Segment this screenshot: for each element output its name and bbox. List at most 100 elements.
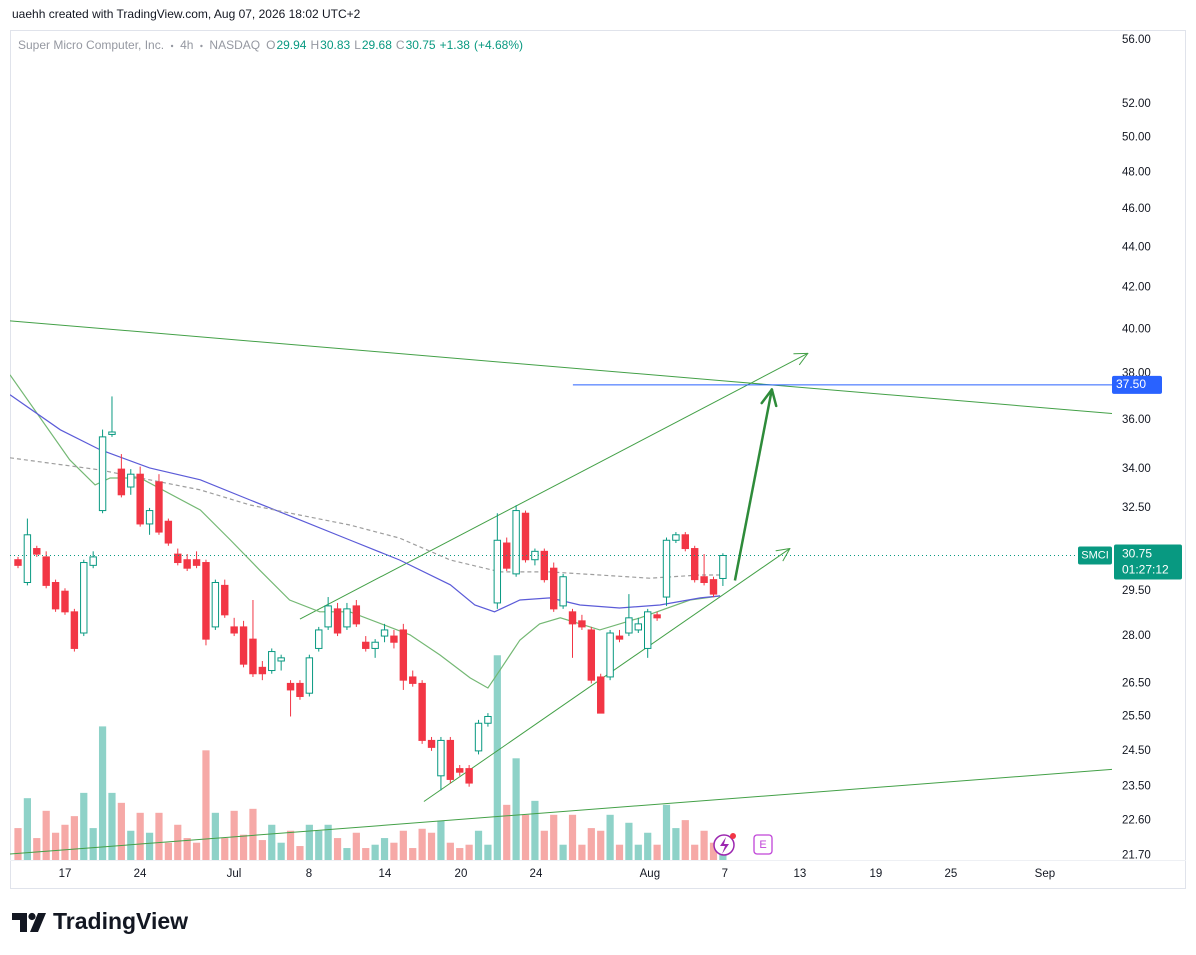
volume-bar	[221, 838, 229, 860]
volume-bar	[474, 830, 483, 860]
candle-body	[634, 623, 643, 631]
y-tick-label: 50.00	[1122, 132, 1151, 144]
price-label: 37.50	[1116, 377, 1146, 391]
volume-bar	[230, 810, 238, 860]
volume-bar	[662, 804, 671, 860]
volume-bar	[550, 814, 558, 860]
candle-body	[145, 510, 154, 525]
candle-body	[315, 629, 323, 649]
y-tick-label: 21.70	[1122, 849, 1151, 861]
candle-body	[249, 638, 257, 675]
volume-bar	[258, 840, 266, 860]
arrow-head	[775, 548, 791, 552]
symbol-label-box	[1078, 546, 1112, 565]
candle-body	[399, 629, 408, 681]
volume-bar	[80, 792, 88, 860]
candle-body	[268, 651, 276, 672]
credit: uaehh created with TradingView.com, Aug …	[12, 7, 361, 21]
moving-average	[10, 457, 721, 579]
volume-bar	[493, 655, 501, 860]
volume-bar	[352, 832, 360, 860]
candle-body	[258, 666, 267, 675]
trend-line	[10, 320, 1112, 415]
candle-body	[719, 555, 727, 579]
candle-body	[653, 614, 661, 619]
x-tick-label: 7	[722, 868, 728, 880]
volume-bar	[183, 838, 191, 860]
volume-bar	[371, 844, 379, 860]
x-tick-label: 24	[134, 868, 147, 880]
candle-body	[352, 605, 361, 625]
legend-text: (+4.68%)	[474, 38, 523, 52]
candle-body	[709, 579, 718, 595]
candle-body	[362, 641, 370, 649]
candle-body	[286, 682, 295, 691]
ai-icon-dot	[730, 833, 736, 839]
y-tick-label: 24.50	[1122, 745, 1151, 757]
candle-body	[221, 584, 229, 616]
volume-bar	[98, 726, 107, 860]
volume-bar	[192, 842, 201, 860]
volume-bar	[239, 834, 248, 860]
volume-bar	[155, 812, 163, 860]
x-tick-label: 25	[945, 868, 958, 880]
y-tick-label: 36.00	[1122, 414, 1151, 426]
volume-bar	[343, 848, 351, 860]
y-tick-label: 40.00	[1122, 323, 1151, 335]
volume-bar	[559, 844, 567, 860]
candle-body	[597, 676, 605, 714]
y-tick-label: 44.00	[1122, 241, 1151, 253]
volume-bar	[174, 824, 182, 860]
trend-line	[10, 768, 1112, 855]
legend-text: 29.68	[362, 38, 392, 52]
candle-body	[550, 567, 558, 610]
last-price-box	[1114, 544, 1182, 580]
volume-bar	[286, 830, 295, 860]
candle-body	[108, 431, 116, 435]
x-tick-label: 20	[455, 868, 468, 880]
candle-body	[80, 562, 88, 634]
volume-bar	[164, 842, 172, 860]
volume-bar	[615, 844, 624, 860]
candle-body	[33, 548, 41, 555]
y-tick-label: 48.00	[1122, 167, 1151, 179]
volume-bar	[691, 844, 699, 860]
candle-body	[427, 739, 436, 748]
x-tick-label: 8	[306, 868, 312, 880]
volume-bar	[587, 828, 595, 860]
candle-body	[587, 629, 596, 681]
candle-body	[202, 562, 210, 640]
volume-bar	[211, 812, 219, 860]
volume-bar	[456, 848, 464, 860]
candle-body	[418, 682, 426, 741]
volume-bar	[446, 842, 454, 860]
candle-body	[305, 657, 314, 694]
volume-bar	[202, 750, 210, 860]
volume-bar	[540, 830, 548, 860]
y-tick-label: 56.00	[1122, 34, 1151, 46]
volume-bar	[89, 828, 97, 860]
legend-text: O	[266, 38, 275, 52]
candle-body	[380, 629, 389, 637]
volume-bar	[521, 814, 530, 860]
x-tick-label: 17	[59, 868, 72, 880]
candle-body	[690, 548, 699, 581]
symbol-label: SMCI	[1081, 549, 1109, 561]
candle-body	[578, 620, 586, 628]
candle-body	[672, 534, 680, 541]
volume-bar	[578, 844, 586, 860]
candle-body	[681, 534, 689, 550]
y-tick-label: 26.50	[1122, 677, 1151, 689]
candle-body	[456, 768, 464, 773]
arrow-head	[782, 548, 791, 562]
volume-bar	[296, 846, 304, 860]
legend-text: NASDAQ	[209, 38, 260, 52]
candle-body	[136, 473, 144, 525]
volume-bar	[700, 830, 708, 860]
x-tick-label: Jul	[227, 868, 242, 880]
candle-body	[568, 611, 577, 625]
candle-body	[117, 468, 126, 496]
volume-bar	[136, 812, 144, 860]
candle-body	[484, 715, 492, 724]
volume-bar	[61, 824, 69, 860]
